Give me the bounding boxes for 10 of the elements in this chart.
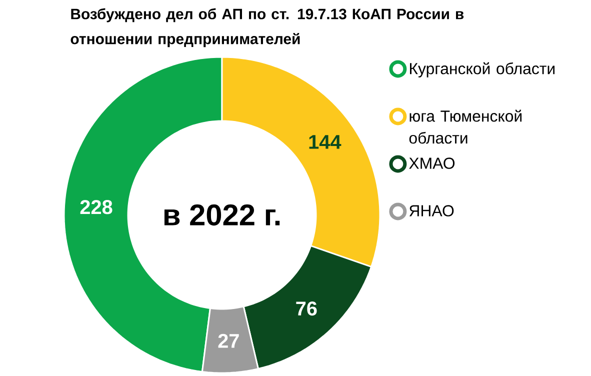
chart-title: Возбуждено дел об АП по ст. 19.7.13 КоАП России в отношении предпринимателей (70, 8, 464, 48)
legend-label: ЯНАО (409, 205, 454, 216)
data-label: 144 (309, 135, 342, 149)
legend-label: Курганской области (410, 62, 554, 78)
legend-label: ХМАО (409, 158, 455, 169)
data-label: 228 (80, 200, 112, 214)
data-label: 76 (296, 301, 317, 316)
text: в 2022 г. (164, 204, 280, 226)
legend-label: юга Тюменской области (409, 110, 522, 144)
data-label: 27 (218, 334, 239, 348)
